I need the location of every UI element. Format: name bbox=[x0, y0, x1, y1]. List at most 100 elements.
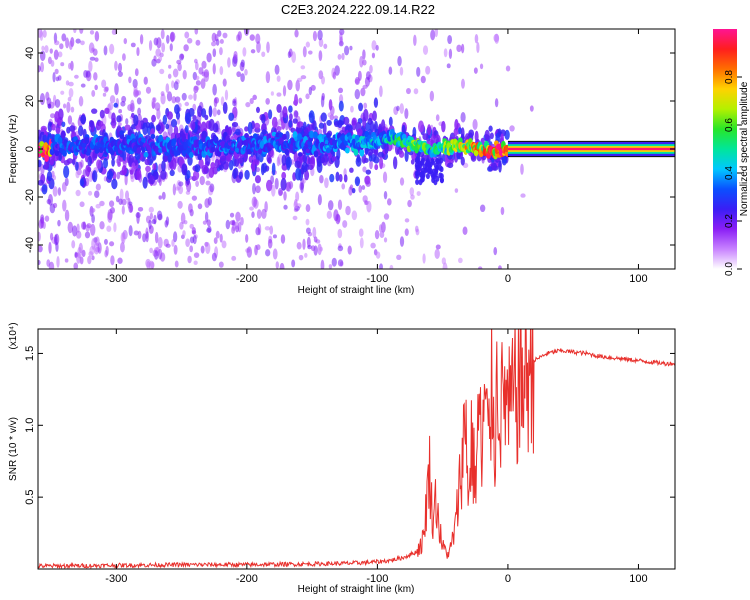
spectral-noise-point bbox=[213, 237, 218, 244]
spectral-noise-point bbox=[120, 100, 126, 107]
spectral-noise-point bbox=[337, 245, 344, 252]
spectral-noise-point bbox=[94, 30, 100, 42]
spectral-noise-point bbox=[64, 209, 70, 222]
spectral-noise-point bbox=[143, 76, 148, 85]
spectral-noise-point bbox=[354, 88, 361, 100]
spectral-noise-point bbox=[42, 29, 47, 38]
spectral-noise-point bbox=[53, 32, 58, 43]
spectral-noise-point bbox=[225, 219, 231, 230]
spectral-noise-point bbox=[136, 212, 140, 224]
spectral-noise-point bbox=[256, 244, 261, 251]
spectral-noise-point bbox=[184, 101, 190, 107]
spectral-dip-point bbox=[435, 158, 440, 165]
spectral-spread-point bbox=[201, 108, 207, 118]
spectral-noise-point bbox=[448, 48, 453, 59]
spectral-spread-point bbox=[338, 100, 344, 112]
spectral-noise-point bbox=[252, 183, 256, 195]
spectral-noise-point bbox=[184, 31, 190, 39]
spectral-spread-point bbox=[192, 114, 197, 121]
colorbar-tick-label: 0.6 bbox=[724, 118, 735, 132]
spectral-noise-point bbox=[41, 45, 45, 51]
spectral-noise-point bbox=[454, 188, 459, 193]
spectral-noise-point bbox=[125, 118, 129, 125]
spectral-noise-point bbox=[166, 91, 173, 102]
spectral-noise-point bbox=[152, 249, 158, 257]
spectral-spread-point bbox=[66, 126, 71, 134]
spectral-noise-point bbox=[319, 174, 324, 184]
spectral-noise-point bbox=[116, 171, 121, 180]
spectral-spread-point bbox=[87, 155, 93, 167]
spectral-noise-point bbox=[292, 215, 298, 221]
spectral-noise-point bbox=[529, 105, 534, 112]
spectral-dip-point bbox=[425, 173, 430, 180]
spectral-spread-point bbox=[362, 116, 367, 129]
spectral-spread-point bbox=[92, 170, 98, 183]
spectral-noise-point bbox=[106, 225, 112, 232]
spectral-noise-point bbox=[145, 86, 152, 94]
spectral-noise-point bbox=[252, 94, 257, 101]
spectral-noise-point bbox=[89, 223, 96, 236]
spectral-noise-point bbox=[364, 200, 369, 205]
spectral-noise-point bbox=[255, 185, 261, 194]
spectral-noise-point bbox=[349, 45, 353, 51]
spectral-spread-point bbox=[338, 173, 343, 183]
spectral-band-segment bbox=[507, 147, 675, 151]
spectral-noise-point bbox=[170, 32, 175, 43]
spectral-noise-point bbox=[354, 77, 360, 86]
spectral-spread-point bbox=[41, 184, 48, 195]
spectral-noise-point bbox=[351, 210, 358, 221]
spectral-noise-point bbox=[93, 72, 98, 81]
spectral-noise-point bbox=[103, 86, 109, 93]
spectral-spread-point bbox=[301, 161, 308, 173]
spectral-noise-point bbox=[137, 207, 144, 212]
spectral-noise-point bbox=[161, 191, 166, 200]
spectral-spread-point bbox=[104, 107, 110, 115]
spectral-spread-point bbox=[373, 97, 379, 108]
spectral-noise-point bbox=[193, 85, 199, 94]
spectral-spread-point bbox=[343, 174, 348, 183]
spectral-spread-point bbox=[186, 170, 191, 179]
spectral-noise-point bbox=[80, 83, 86, 88]
spectral-spread-point bbox=[192, 170, 200, 181]
spectral-noise-point bbox=[61, 33, 67, 42]
spectral-dip-point bbox=[439, 166, 444, 173]
spectral-spread-point bbox=[91, 108, 98, 114]
spectral-noise-point bbox=[119, 188, 124, 201]
y-tick-label: -20 bbox=[24, 189, 36, 205]
spectral-noise-point bbox=[59, 43, 64, 50]
spectral-noise-point bbox=[175, 186, 180, 191]
spectral-noise-point bbox=[94, 84, 98, 91]
spectral-noise-point bbox=[287, 79, 293, 91]
spectral-band-point bbox=[343, 140, 349, 146]
spectral-spread-point bbox=[422, 133, 429, 141]
spectral-spread-point bbox=[373, 156, 380, 164]
spectral-spread-point bbox=[214, 158, 220, 169]
spectral-noise-point bbox=[159, 52, 164, 58]
spectral-band-point bbox=[313, 131, 318, 139]
spectral-noise-point bbox=[410, 194, 415, 200]
spectral-noise-point bbox=[54, 99, 61, 108]
spectral-noise-point bbox=[371, 40, 377, 51]
spectral-spread-point bbox=[116, 115, 122, 123]
spectral-spread-point bbox=[190, 119, 196, 131]
spectral-noise-point bbox=[134, 68, 139, 77]
spectral-noise-point bbox=[114, 83, 119, 96]
spectral-noise-point bbox=[146, 260, 151, 269]
spectral-noise-point bbox=[462, 226, 468, 235]
spectral-noise-point bbox=[231, 255, 237, 261]
spectral-noise-point bbox=[101, 79, 107, 89]
spectral-spread-point bbox=[377, 151, 384, 158]
spectral-noise-point bbox=[233, 50, 238, 60]
spectral-noise-point bbox=[347, 245, 352, 255]
spectral-noise-point bbox=[189, 223, 194, 229]
spectral-band-point bbox=[109, 148, 115, 156]
x-tick-label: -100 bbox=[366, 273, 388, 285]
spectral-noise-point bbox=[383, 213, 390, 220]
spectral-spread-point bbox=[170, 119, 178, 128]
spectral-noise-point bbox=[317, 194, 322, 206]
spectral-noise-point bbox=[443, 48, 448, 58]
spectral-band-point bbox=[150, 133, 156, 139]
spectral-noise-point bbox=[153, 55, 157, 62]
spectral-noise-point bbox=[121, 198, 127, 206]
spectral-noise-point bbox=[413, 34, 417, 46]
